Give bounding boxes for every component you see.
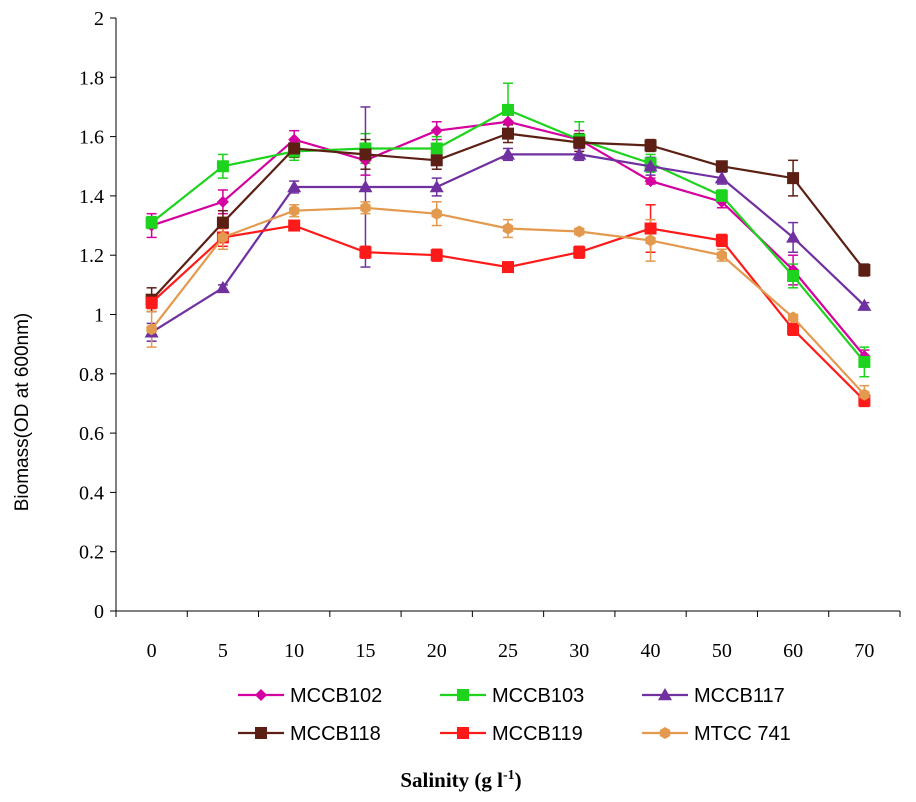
- x-tick-label: 30: [569, 640, 589, 662]
- data-point-mtcc-741: [859, 388, 870, 401]
- data-point-mccb103: [216, 160, 229, 173]
- y-tick-label: 1.4: [79, 186, 104, 208]
- data-point-mccb117: [786, 230, 801, 243]
- legend-label-mccb119: MCCB119: [492, 723, 583, 745]
- data-point-mccb119: [288, 219, 301, 232]
- data-point-mccb118: [216, 216, 229, 229]
- y-tick-label: 0.4: [79, 482, 104, 504]
- data-point-mtcc-741: [574, 225, 585, 238]
- y-tick-label: 1.6: [79, 127, 104, 149]
- data-point-mccb118: [644, 139, 657, 152]
- x-axis-label-main: Salinity (g l: [400, 768, 503, 792]
- data-point-mccb118: [858, 264, 871, 277]
- data-point-mtcc-741: [289, 204, 300, 217]
- data-point-mccb103: [430, 142, 443, 155]
- legend-label-mccb103: MCCB103: [492, 685, 584, 707]
- y-tick-label: 0.8: [79, 364, 104, 386]
- legend-label-mccb118: MCCB118: [290, 723, 381, 745]
- legend-marker-mccb118: [255, 727, 267, 739]
- data-point-mccb119: [145, 296, 158, 309]
- y-tick-label: 0: [94, 601, 104, 623]
- x-tick-label: 20: [427, 640, 447, 662]
- y-tick-label: 2: [94, 8, 104, 30]
- data-point-mccb103: [787, 269, 800, 282]
- data-point-mccb118: [359, 148, 372, 161]
- legend: MCCB102 MCCB103 MCCB117 MCCB118 MCCB119 MTCC …: [238, 685, 791, 745]
- x-axis-label-end: ): [515, 768, 522, 792]
- series-line-mccb117: [151, 153, 866, 334]
- data-point-mccb103: [502, 103, 514, 116]
- legend-marker-mtcc-741: [659, 727, 671, 739]
- y-tick-label: 1.2: [79, 245, 104, 267]
- data-point-mccb118: [430, 154, 443, 167]
- data-point-mccb118: [502, 127, 514, 140]
- data-point-mccb119: [644, 222, 657, 235]
- data-point-mccb117: [501, 147, 515, 160]
- data-point-mccb117: [287, 180, 302, 193]
- data-point-mccb119: [715, 234, 728, 247]
- data-point-mccb117: [714, 171, 729, 184]
- data-point-mccb102: [644, 175, 657, 188]
- data-point-mccb117: [429, 180, 444, 193]
- legend-marker-mccb119: [457, 727, 469, 739]
- data-point-mccb118: [573, 136, 586, 149]
- data-point-mtcc-741: [716, 249, 727, 262]
- x-tick-label: 0: [147, 640, 157, 662]
- data-point-mccb102: [502, 115, 514, 128]
- data-point-mccb119: [502, 261, 514, 274]
- data-point-mccb118: [787, 172, 800, 185]
- axes: 00.20.40.60.811.21.41.61.820 5 10 15 20 25 30 4…: [79, 8, 901, 662]
- plot-area: [144, 103, 872, 407]
- x-tick-label: 70: [854, 640, 874, 662]
- x-tick-label: 50: [712, 640, 732, 662]
- data-point-mccb117: [215, 280, 230, 294]
- x-tick-label: 5: [218, 640, 228, 662]
- data-point-mccb117: [358, 180, 373, 193]
- data-point-mccb103: [715, 189, 728, 202]
- legend-label-mccb102: MCCB102: [290, 685, 382, 707]
- x-axis-label-sup: -1: [503, 768, 515, 783]
- y-axis-label: Biomass(OD at 600nm): [12, 313, 33, 512]
- legend-label-mccb117: MCCB117: [694, 685, 785, 707]
- data-point-mccb119: [787, 323, 800, 336]
- data-point-mccb117: [857, 298, 872, 311]
- data-point-mccb117: [643, 159, 658, 172]
- data-point-mccb119: [573, 246, 586, 259]
- x-tick-label: 60: [783, 640, 803, 662]
- data-point-mccb119: [359, 246, 372, 259]
- data-point-mccb103: [858, 355, 871, 368]
- data-point-mtcc-741: [502, 222, 514, 235]
- legend-marker-mccb103: [457, 689, 469, 701]
- x-tick-label: 40: [641, 640, 661, 662]
- legend-marker-mccb102: [255, 689, 267, 701]
- y-tick-label: 1: [94, 305, 104, 327]
- data-point-mccb119: [430, 249, 443, 262]
- x-tick-label: 15: [355, 640, 375, 662]
- legend-marker-mccb117: [658, 688, 672, 701]
- data-point-mtcc-741: [146, 323, 157, 336]
- data-point-mtcc-741: [645, 234, 656, 247]
- legend-label-mtcc-741: MTCC 741: [694, 723, 791, 745]
- x-tick-label: 10: [284, 640, 304, 662]
- data-point-mtcc-741: [431, 207, 442, 220]
- data-point-mtcc-741: [787, 311, 799, 324]
- data-point-mccb118: [715, 160, 728, 173]
- x-axis-label: Salinity (g l-1): [400, 768, 521, 792]
- y-tick-label: 0.6: [79, 423, 104, 445]
- y-tick-label: 0.2: [79, 542, 104, 564]
- data-point-mccb102: [216, 195, 229, 208]
- data-point-mtcc-741: [360, 201, 371, 214]
- data-point-mtcc-741: [217, 231, 229, 244]
- data-point-mccb102: [430, 124, 443, 137]
- x-tick-label: 25: [498, 640, 518, 662]
- y-tick-label: 1.8: [79, 67, 104, 89]
- series-line-mccb119: [150, 224, 866, 402]
- data-point-mccb103: [145, 216, 158, 229]
- data-point-mccb118: [288, 142, 301, 155]
- data-point-mccb117: [572, 147, 587, 160]
